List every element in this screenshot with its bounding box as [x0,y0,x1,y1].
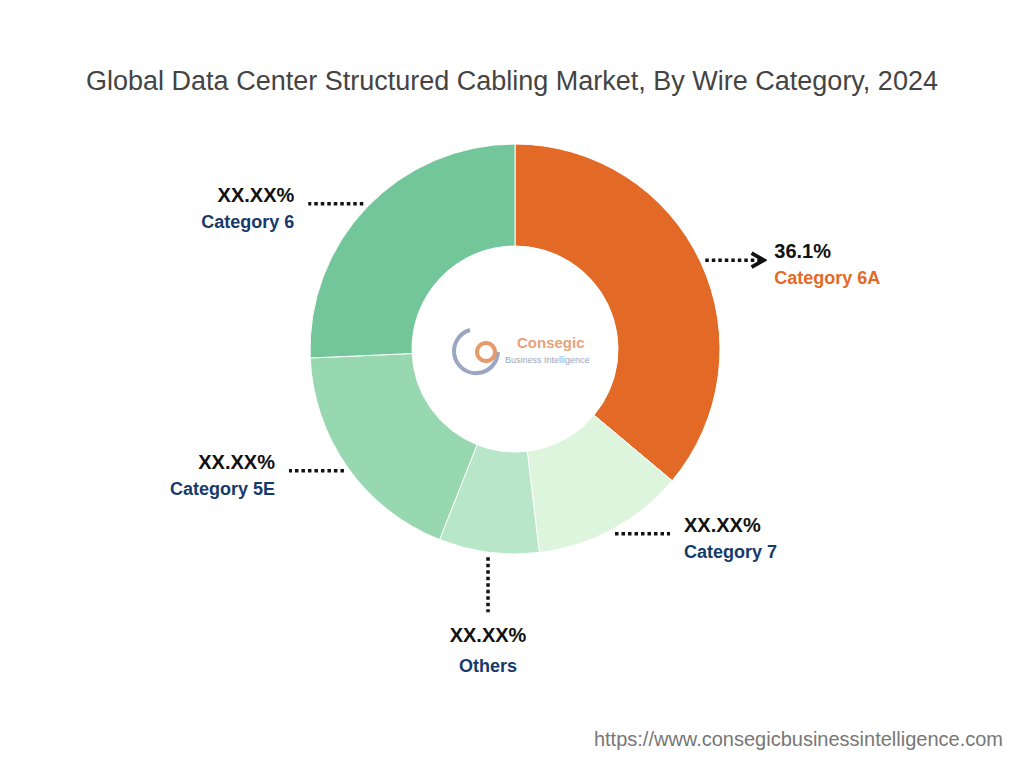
source-url: https://www.consegicbusinessintelligence… [594,728,1003,750]
category-label: Category 6 [201,212,294,232]
category-label: Category 7 [684,542,777,562]
leader-line [486,557,490,612]
category-label: Others [459,656,517,676]
value-label: XX.XX% [218,184,295,206]
slice [310,144,515,358]
leader-line [615,532,670,536]
chart: Global Data Center Structured Cabling Ma… [0,0,1024,768]
value-label: XX.XX% [198,451,275,473]
leader-line [289,469,344,473]
logo-subtext: Business Intelligence [505,355,590,365]
slice [527,415,672,552]
title: Global Data Center Structured Cabling Ma… [86,66,938,96]
slice [515,144,720,481]
value-label: XX.XX% [684,514,761,536]
labels: 36.1% Category 6A XX.XX% Category 7 XX.XX% Ot… [170,184,880,676]
leader-line [308,202,363,206]
logo: Consegic Business Intelligence [454,330,590,373]
category-label: Category 6A [774,268,880,288]
value-label: XX.XX% [450,624,527,646]
slice [310,354,477,540]
category-label: Category 5E [170,479,275,499]
leader-line [705,258,760,262]
logo-dot [477,343,495,361]
logo-ring [454,330,498,373]
logo-text: Consegic [517,334,585,351]
slices [310,144,720,554]
value-label: 36.1% [774,240,831,262]
